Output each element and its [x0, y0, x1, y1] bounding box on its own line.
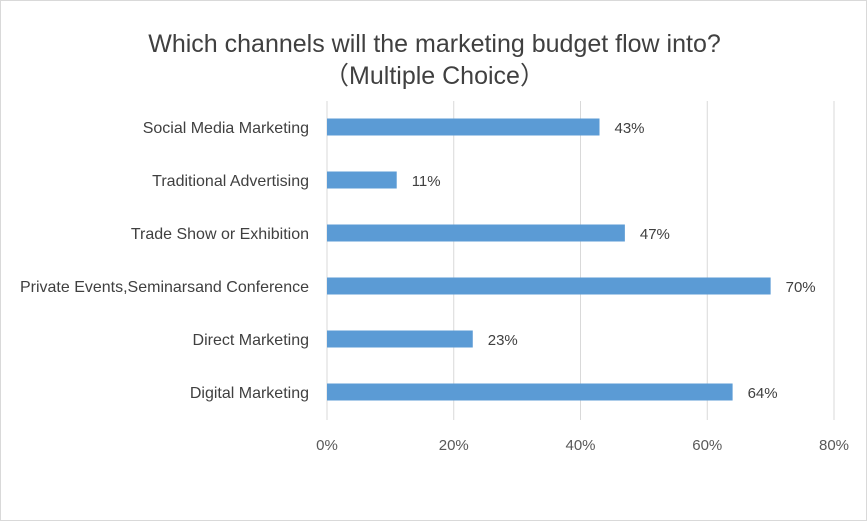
bar [327, 277, 771, 295]
category-label: Direct Marketing [193, 332, 309, 349]
chart-title: Which channels will the marketing budget… [148, 30, 721, 58]
bar [327, 171, 397, 189]
x-tick-label: 20% [439, 437, 469, 454]
category-label: Digital Marketing [190, 385, 309, 402]
data-label: 64% [748, 385, 778, 402]
category-label: Social Media Marketing [143, 120, 309, 137]
chart-subtitle: （Multiple Choice） [324, 62, 545, 90]
x-tick-label: 40% [565, 437, 595, 454]
data-label: 43% [615, 120, 645, 137]
x-tick-label: 60% [692, 437, 722, 454]
category-label: Private Events,Seminarsand Conference [20, 279, 309, 296]
bar [327, 383, 733, 401]
data-label: 23% [488, 332, 518, 349]
bar [327, 330, 473, 348]
data-label: 70% [786, 279, 816, 296]
x-tick-label: 0% [316, 437, 338, 454]
x-tick-label: 80% [819, 437, 849, 454]
bar [327, 118, 600, 136]
category-label: Traditional Advertising [152, 173, 309, 190]
data-label: 47% [640, 226, 670, 243]
bar [327, 224, 625, 242]
category-label: Trade Show or Exhibition [131, 226, 309, 243]
data-label: 11% [412, 173, 441, 190]
